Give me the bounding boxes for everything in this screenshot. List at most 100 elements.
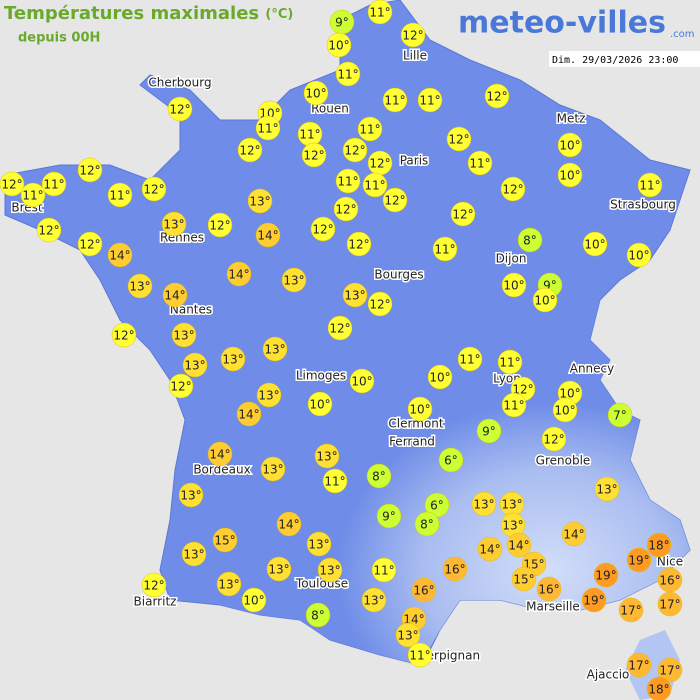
temperature-label: 13°	[308, 538, 329, 552]
temperature-label: 13°	[501, 498, 522, 512]
temperature-marker	[411, 577, 437, 603]
temperature-label: 13°	[184, 359, 205, 373]
city-label: Paris	[400, 154, 429, 168]
temperature-label: 16°	[444, 563, 465, 577]
temperature-marker	[216, 571, 242, 597]
temperature-marker	[161, 211, 187, 237]
city-label: Bourges	[374, 268, 423, 282]
temperature-marker	[593, 562, 619, 588]
temperature-marker	[310, 216, 336, 242]
temperature-label: 10°	[559, 387, 580, 401]
temperature-label: 12°	[169, 103, 190, 117]
city-label: Clermont	[388, 417, 443, 431]
temperature-marker	[77, 157, 103, 183]
temperature-label: 8°	[523, 234, 537, 248]
temperature-label: 12°	[79, 164, 100, 178]
temperature-label: 19°	[628, 554, 649, 568]
temperature-label: 11°	[503, 399, 524, 413]
temperature-label: 9°	[382, 510, 396, 524]
temperature-label: 12°	[239, 144, 260, 158]
temperature-label: 11°	[257, 122, 278, 136]
temperature-label: 14°	[109, 249, 130, 263]
temperature-marker	[557, 132, 583, 158]
temperature-label: 12°	[348, 238, 369, 252]
temperature-marker	[0, 171, 25, 197]
temperature-label: 16°	[659, 574, 680, 588]
temperature-label: 14°	[257, 229, 278, 243]
temperature-marker	[303, 80, 329, 106]
temperature-marker	[342, 282, 368, 308]
temperature-label: 11°	[434, 243, 455, 257]
temperature-label: 18°	[648, 683, 669, 697]
temperature-label: 9°	[482, 425, 496, 439]
city-label: Biarritz	[134, 595, 177, 609]
temperature-label: 8°	[420, 518, 434, 532]
temperature-marker	[400, 22, 426, 48]
temperature-marker	[301, 142, 327, 168]
temperature-marker	[236, 401, 262, 427]
temperature-marker	[501, 392, 527, 418]
temperature-marker	[450, 201, 476, 227]
temperature-label: 11°	[419, 94, 440, 108]
temperature-label: 11°	[369, 6, 390, 20]
temperature-marker	[335, 61, 361, 87]
temperature-label: 12°	[452, 208, 473, 222]
temperature-label: 14°	[508, 539, 529, 553]
date-box	[549, 51, 700, 67]
temperature-marker	[506, 532, 532, 558]
temperature-marker	[181, 541, 207, 567]
temperature-label: 12°	[303, 149, 324, 163]
temperature-marker	[626, 652, 652, 678]
logo: meteo-villes	[458, 6, 666, 41]
temperature-label: 17°	[628, 659, 649, 673]
temperature-marker	[618, 597, 644, 623]
logo-suffix: .com	[670, 29, 695, 40]
temperature-label: 12°	[209, 219, 230, 233]
temperature-marker	[141, 572, 167, 598]
city-label: Lille	[403, 49, 427, 63]
temperature-marker	[371, 557, 397, 583]
temperature-label: 11°	[299, 128, 320, 142]
temperature-marker	[414, 511, 440, 537]
temperature-marker	[427, 364, 453, 390]
temperature-marker	[407, 642, 433, 668]
temperature-marker	[581, 587, 607, 613]
temperature-marker	[594, 476, 620, 502]
temperature-label: 13°	[249, 195, 270, 209]
temperature-label: 13°	[183, 548, 204, 562]
temperature-marker	[367, 291, 393, 317]
temperature-marker	[557, 162, 583, 188]
temperature-marker	[327, 315, 353, 341]
temperature-label: 12°	[384, 194, 405, 208]
temperature-marker	[162, 282, 188, 308]
temperature-marker	[382, 187, 408, 213]
temperature-label: 10°	[328, 39, 349, 53]
temperature-label: 13°	[173, 329, 194, 343]
temperature-label: 19°	[583, 594, 604, 608]
temperature-marker	[532, 287, 558, 313]
temperature-marker	[77, 231, 103, 257]
temperature-label: 10°	[628, 249, 649, 263]
city-label: Ajaccio	[587, 668, 630, 682]
temperature-label: 13°	[344, 289, 365, 303]
temperature-label: 12°	[512, 383, 533, 397]
temperature-marker	[626, 547, 652, 573]
temperature-marker	[476, 418, 502, 444]
temperature-marker	[357, 116, 383, 142]
temperature-label: 13°	[316, 450, 337, 464]
temperature-marker	[260, 456, 286, 482]
temperature-label: 13°	[163, 218, 184, 232]
temperature-marker	[168, 373, 194, 399]
temperature-label: 11°	[364, 179, 385, 193]
temperature-marker	[349, 368, 375, 394]
temperature-marker	[417, 87, 443, 113]
temperature-label: 11°	[373, 564, 394, 578]
temperature-marker	[107, 182, 133, 208]
city-label: Annecy	[570, 362, 615, 376]
city-label: Nice	[657, 555, 683, 569]
temperature-marker	[256, 382, 282, 408]
temperature-marker	[36, 217, 62, 243]
temperature-label: 13°	[180, 489, 201, 503]
